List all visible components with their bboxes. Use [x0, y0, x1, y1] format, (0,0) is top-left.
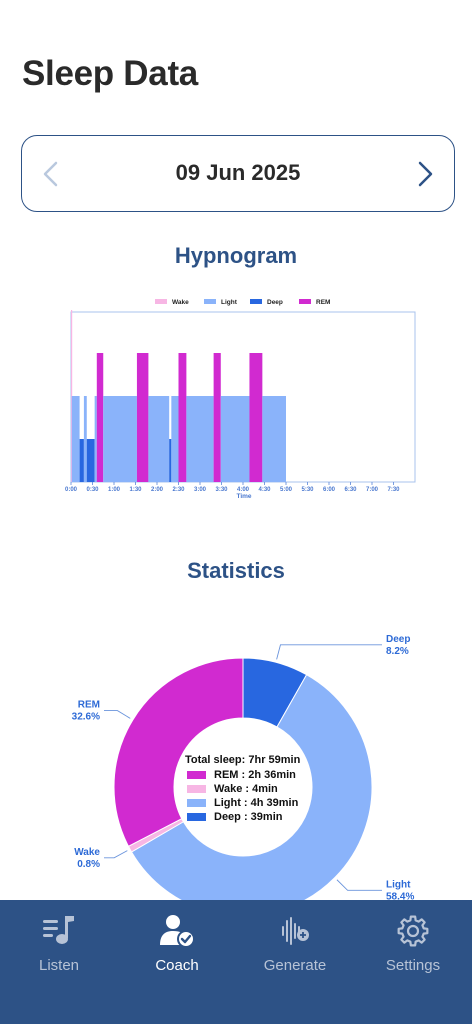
x-tick-label-1: 0:30: [86, 487, 99, 493]
hypnogram-bar-17: [262, 396, 286, 482]
slice-label-rem: REM: [78, 700, 100, 711]
x-tick-label-3: 1:30: [129, 487, 142, 493]
hypnogram-bar-4: [86, 439, 95, 482]
summary-row-light: Light : 4h 39min: [185, 796, 300, 810]
x-tick-label-10: 5:00: [280, 487, 293, 493]
summary-deep-text: Deep : 39min: [214, 811, 283, 823]
legend-label-light: Light: [221, 299, 238, 306]
gear-icon: [397, 915, 429, 947]
waveform-add-icon: [282, 917, 309, 945]
sleep-summary: Total sleep: 7hr 59min REM : 2h 36min Wa…: [185, 754, 300, 824]
donut-slice-rem: [113, 657, 244, 847]
x-tick-label-14: 7:00: [366, 487, 379, 493]
hypnogram-bar-5: [94, 396, 97, 482]
legend-swatch-deep: [250, 299, 262, 304]
light-swatch: [187, 799, 206, 807]
hypnogram-bar-2: [79, 439, 84, 482]
hypnogram-bar-6: [96, 353, 104, 482]
leader-line-deep: [276, 644, 382, 660]
summary-row-deep: Deep : 39min: [185, 810, 300, 824]
x-tick-label-6: 3:00: [194, 487, 207, 493]
summary-rem-text: REM : 2h 36min: [214, 769, 296, 781]
slice-label-deep: Deep: [386, 634, 410, 645]
legend-label-deep: Deep: [267, 299, 283, 306]
deep-swatch: [187, 813, 206, 821]
hypnogram-title: Hypnogram: [174, 243, 298, 268]
nav-item-coach[interactable]: Coach: [118, 900, 236, 1024]
leader-line-wake: [104, 850, 128, 859]
statistics-title: Statistics: [187, 558, 285, 583]
slice-label-wake: Wake: [74, 847, 100, 858]
leader-line-light: [336, 879, 382, 891]
x-tick-label-5: 2:30: [172, 487, 185, 493]
slice-percent-rem: 32.6%: [72, 712, 100, 723]
hypnogram-bar-16: [249, 353, 263, 482]
page-title: Sleep Data: [22, 54, 198, 93]
hypnogram-bar-11: [171, 396, 179, 482]
legend-swatch-light: [204, 299, 216, 304]
x-axis-label: Time: [236, 493, 251, 500]
x-tick-label-15: 7:30: [387, 487, 400, 493]
summary-wake-text: Wake : 4min: [214, 783, 278, 795]
bottom-nav: Listen Coach Generate: [0, 900, 472, 1024]
hypnogram-bar-10: [169, 439, 172, 482]
chevron-left-icon[interactable]: [34, 156, 70, 192]
nav-item-settings[interactable]: Settings: [354, 900, 472, 1024]
rem-swatch: [187, 771, 206, 779]
wake-swatch: [187, 785, 206, 793]
nav-label-listen: Listen: [38, 957, 80, 974]
chevron-right-icon[interactable]: [406, 156, 442, 192]
hypnogram-bar-3: [83, 396, 87, 482]
donut-slice-light: [130, 674, 373, 900]
nav-label-generate: Generate: [263, 957, 327, 974]
hypnogram-bar-0: [71, 310, 73, 482]
nav-label-settings: Settings: [385, 957, 441, 974]
hypnogram-bar-7: [103, 396, 137, 482]
hypnogram-bar-14: [213, 353, 221, 482]
summary-row-wake: Wake : 4min: [185, 782, 300, 796]
music-list-icon: [43, 916, 74, 944]
x-tick-label-11: 5:30: [301, 487, 314, 493]
x-tick-label-0: 0:00: [65, 487, 78, 493]
total-sleep: Total sleep: 7hr 59min: [185, 754, 301, 766]
user-check-icon: [160, 915, 195, 948]
slice-percent-deep: 8.2%: [386, 646, 409, 657]
hypnogram-bar-1: [71, 396, 80, 482]
x-tick-label-12: 6:00: [323, 487, 336, 493]
legend-label-rem: REM: [316, 299, 330, 306]
x-tick-label-13: 6:30: [344, 487, 357, 493]
hypnogram-bar-12: [178, 353, 187, 482]
slice-percent-light: 58.4%: [386, 891, 414, 900]
hypnogram-chart: Wake Light Deep REM 0:00 0:30 1:00 1:30 2:00 2:30…: [65, 299, 416, 500]
x-tick-label-7: 3:30: [215, 487, 228, 493]
x-tick-label-4: 2:00: [151, 487, 164, 493]
slice-percent-wake: 0.8%: [77, 859, 100, 870]
hypnogram-bar-13: [186, 396, 214, 482]
nav-item-listen[interactable]: Listen: [0, 900, 118, 1024]
x-tick-label-8: 4:00: [237, 487, 250, 493]
x-tick-label-9: 4:30: [258, 487, 271, 493]
summary-light-text: Light : 4h 39min: [214, 797, 299, 809]
legend-swatch-rem: [299, 299, 311, 304]
leader-line-rem: [104, 710, 131, 719]
hypnogram-bar-8: [136, 353, 149, 482]
nav-label-coach: Coach: [155, 957, 199, 974]
date-picker: 09 Jun 2025: [21, 135, 455, 212]
hypnogram-bar-9: [148, 396, 170, 482]
nav-item-generate[interactable]: Generate: [236, 900, 354, 1024]
summary-row-rem: REM : 2h 36min: [185, 768, 300, 782]
x-tick-label-2: 1:00: [108, 487, 121, 493]
date-label: 09 Jun 2025: [175, 160, 301, 185]
slice-label-light: Light: [386, 879, 411, 890]
legend-label-wake: Wake: [172, 299, 189, 306]
hypnogram-bar-15: [220, 396, 250, 482]
legend-swatch-wake: [155, 299, 167, 304]
